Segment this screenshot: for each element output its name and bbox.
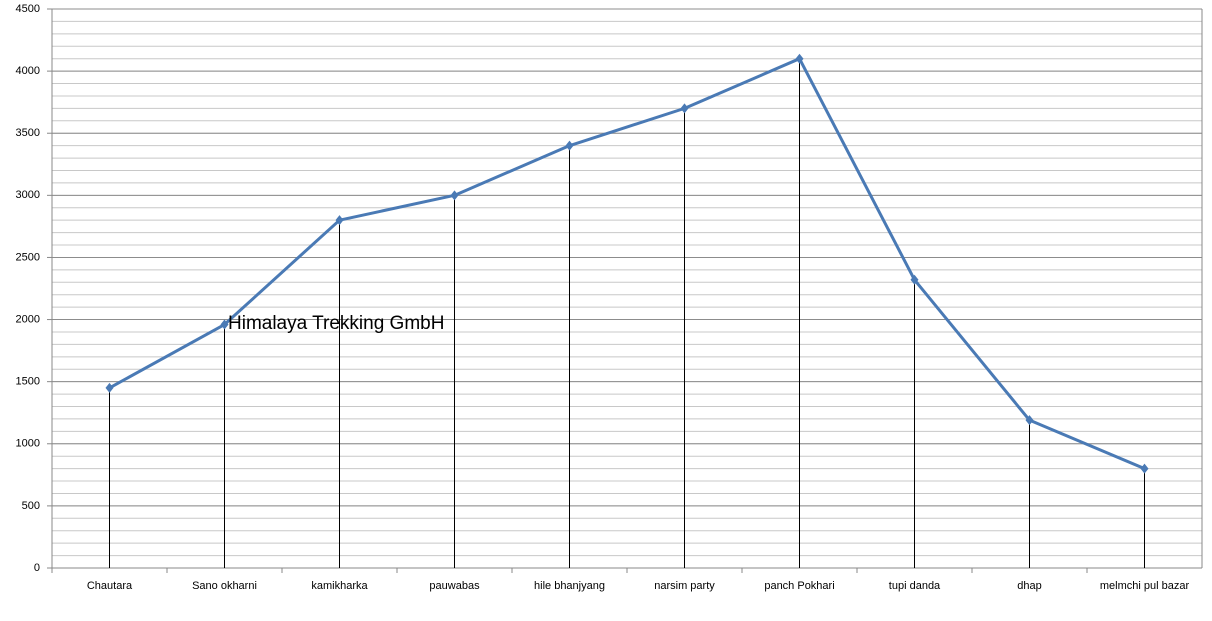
y-tick-label: 3000: [16, 189, 40, 201]
series-line: [108, 57, 1146, 471]
annotation: Himalaya Trekking GmbH: [228, 313, 444, 334]
point: [105, 382, 114, 393]
point: [910, 274, 919, 285]
x-tick-label: Sano okharni: [192, 580, 257, 592]
y-tick-label: 2000: [16, 313, 40, 325]
y-tick-label: 500: [22, 500, 40, 512]
x-tick-label: melmchi pul bazar: [1100, 580, 1190, 592]
point: [450, 190, 459, 201]
x-tick-label: hile bhanjyang: [534, 580, 605, 592]
point: [220, 319, 229, 330]
y-tick-label: 4500: [16, 3, 40, 15]
x-tick-label: dhap: [1017, 580, 1041, 592]
point: [795, 53, 804, 64]
y-tick-label: 1500: [16, 376, 40, 388]
y-tick-label: 1000: [16, 438, 40, 450]
x-tick-label: Chautara: [87, 580, 133, 592]
x-tick-label: tupi danda: [889, 580, 941, 592]
x-tick-label: panch Pokhari: [764, 580, 834, 592]
y-tick-label: 0: [34, 562, 40, 574]
point: [335, 215, 344, 226]
point: [680, 103, 689, 114]
x-tick-label: narsim party: [654, 580, 715, 592]
y-tick-label: 3500: [16, 127, 40, 139]
y-tick-label: 4000: [16, 65, 40, 77]
point: [1140, 463, 1149, 474]
point: [1025, 415, 1034, 426]
x-tick-label: kamikharka: [311, 580, 368, 592]
point: [565, 140, 574, 151]
x-tick-label: pauwabas: [429, 580, 480, 592]
y-tick-label: 2500: [16, 251, 40, 263]
